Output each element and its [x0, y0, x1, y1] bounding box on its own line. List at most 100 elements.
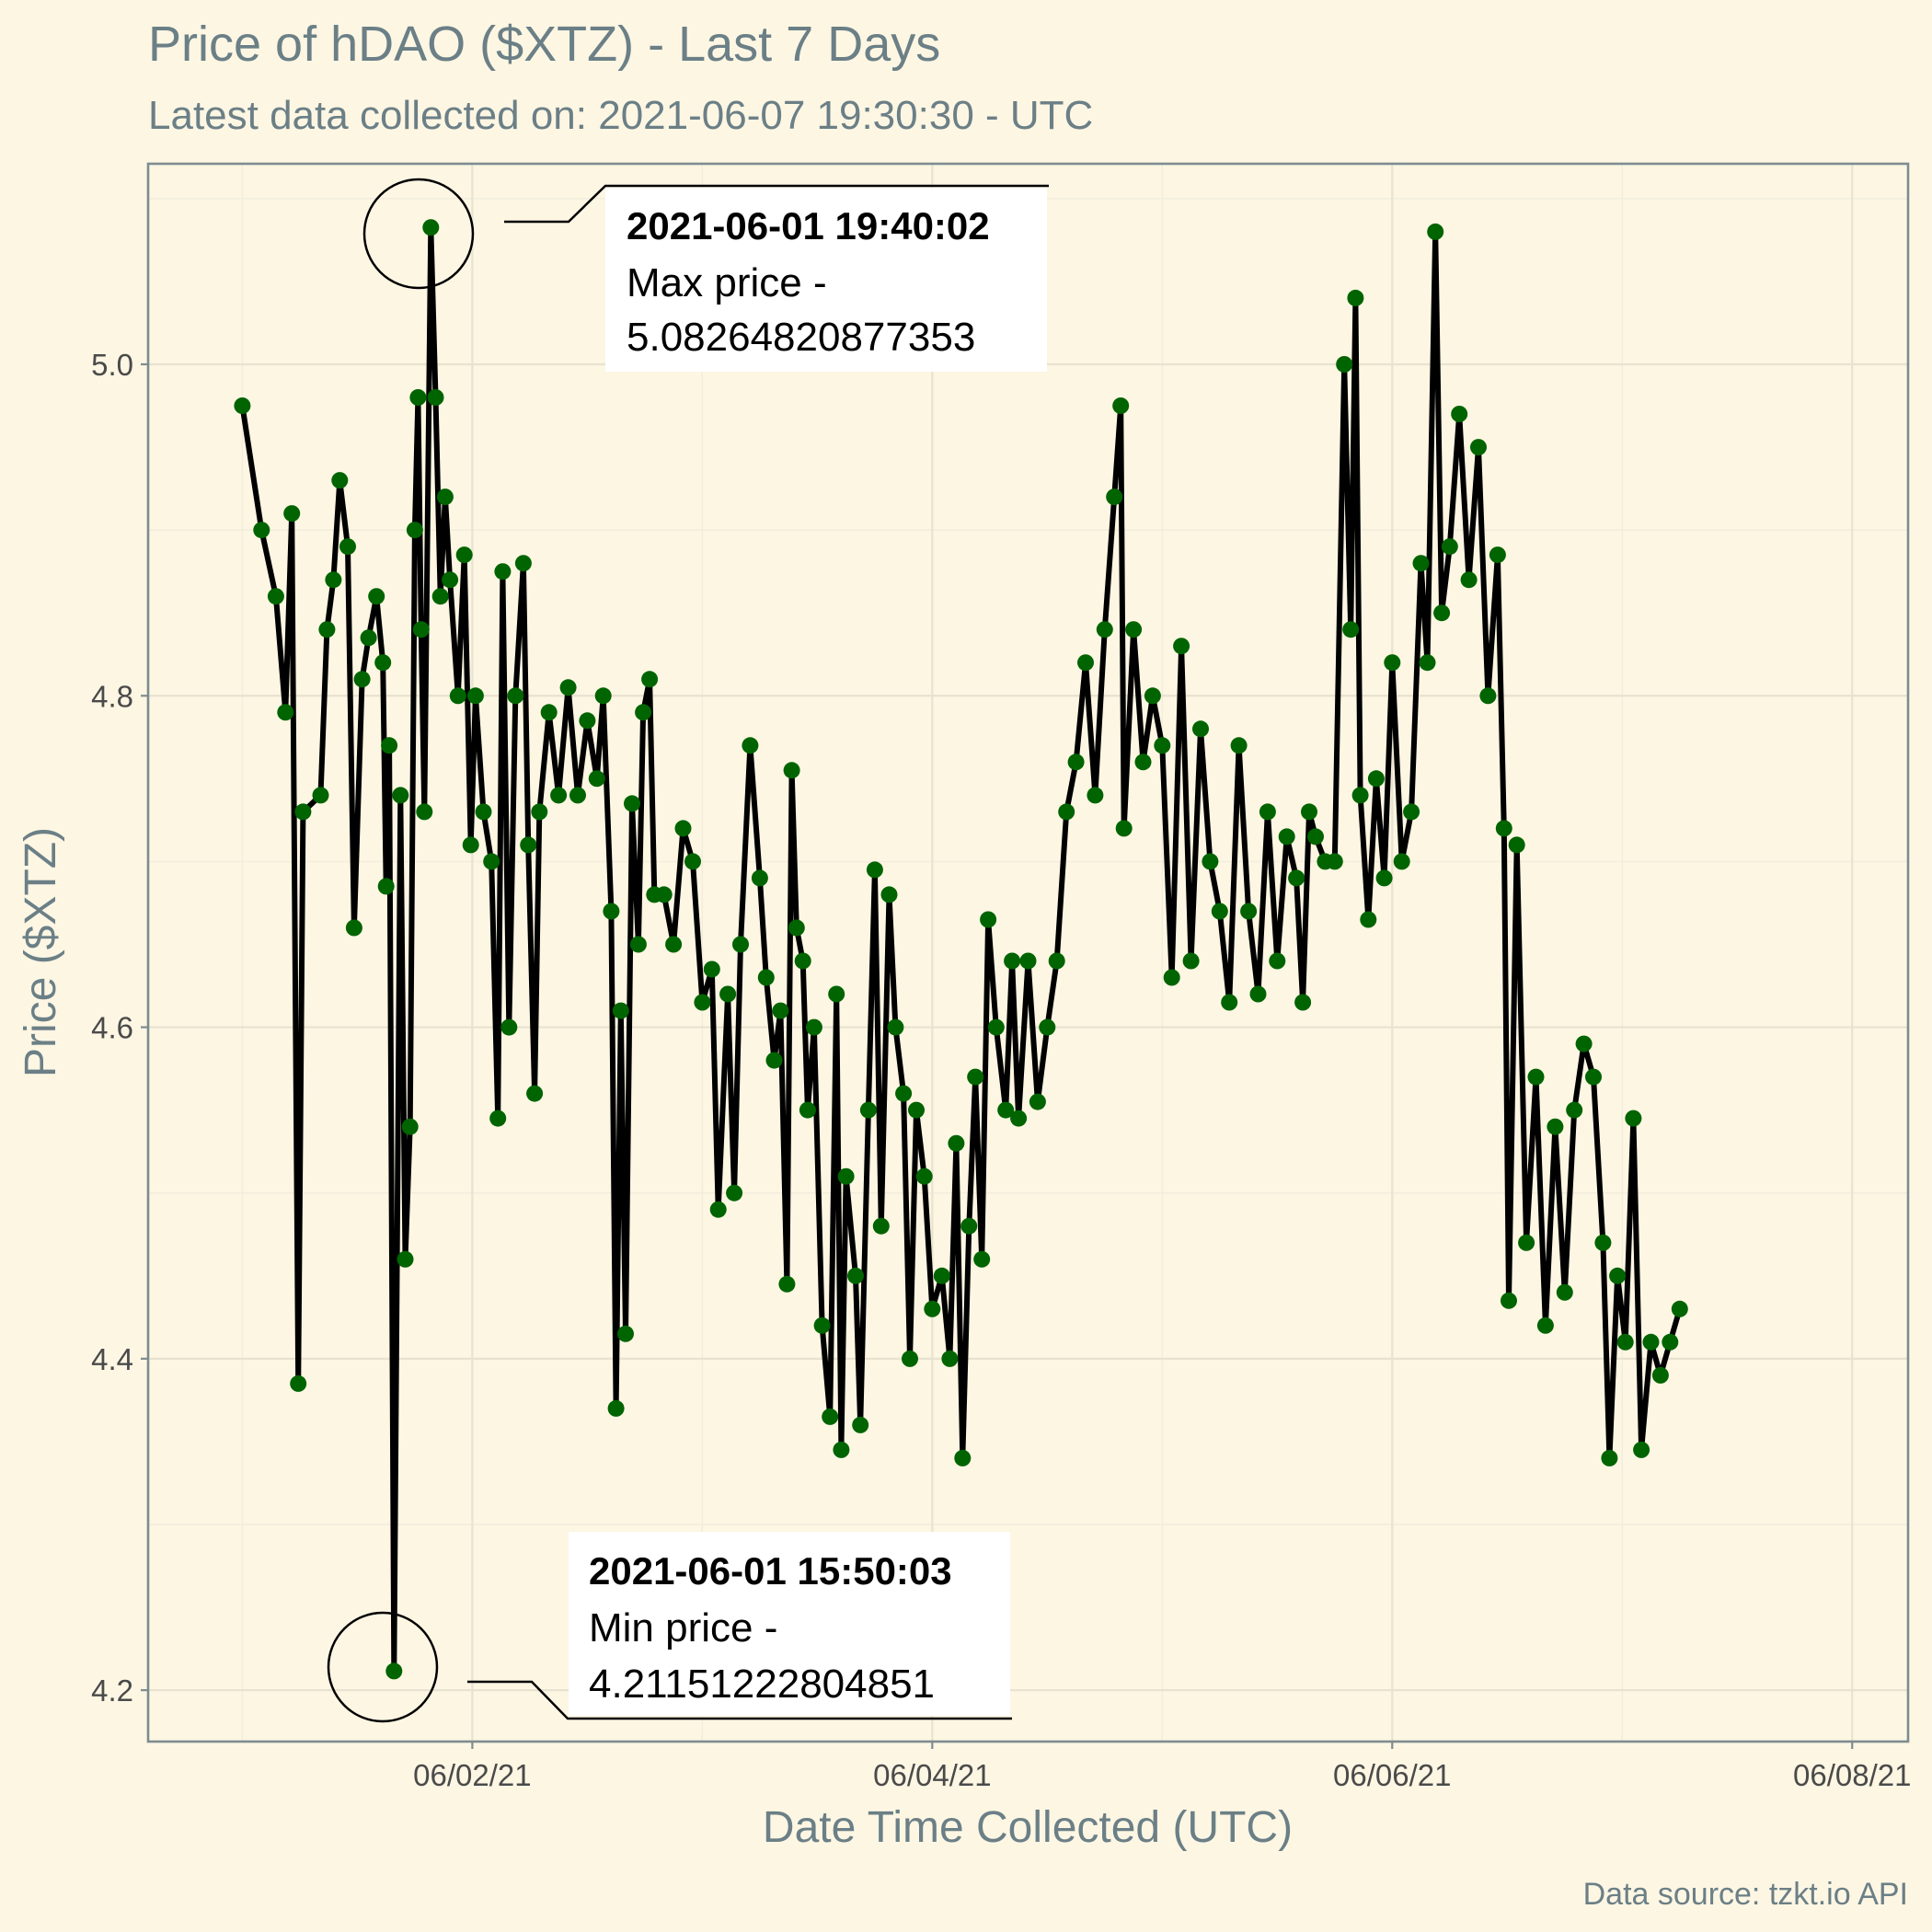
- data-point: [312, 787, 329, 804]
- data-point: [520, 836, 537, 854]
- data-point: [500, 1018, 518, 1036]
- data-point: [325, 571, 342, 589]
- data-point: [1249, 985, 1267, 1003]
- data-point: [1087, 787, 1104, 804]
- data-point: [290, 1374, 307, 1392]
- data-point: [594, 687, 612, 705]
- max-timestamp: 2021-06-01 19:40:02: [627, 204, 990, 247]
- data-point: [392, 787, 409, 804]
- data-point: [813, 1317, 831, 1334]
- data-point: [603, 903, 620, 920]
- data-point: [1556, 1283, 1573, 1301]
- data-point: [416, 803, 433, 821]
- y-tick-label: 4.6: [91, 1011, 133, 1045]
- data-point: [1671, 1300, 1688, 1317]
- data-point: [805, 1018, 822, 1036]
- data-point: [1547, 1118, 1564, 1135]
- data-point: [1609, 1267, 1627, 1284]
- data-point: [1106, 489, 1123, 506]
- data-point: [462, 836, 479, 854]
- data-point: [757, 969, 775, 986]
- data-point: [1010, 1110, 1028, 1127]
- data-point: [1336, 356, 1353, 373]
- data-point: [1134, 753, 1152, 771]
- data-point: [1479, 687, 1497, 705]
- x-tick-label: 06/06/21: [1333, 1758, 1451, 1792]
- data-point: [1360, 911, 1377, 928]
- data-point: [1427, 223, 1444, 240]
- min-annotation: 2021-06-01 15:50:03 Min price - 4.211512…: [327, 1532, 1012, 1723]
- data-point: [401, 1118, 419, 1135]
- data-point: [655, 886, 673, 903]
- data-point: [406, 522, 423, 539]
- data-point: [924, 1300, 941, 1317]
- data-point: [374, 654, 392, 672]
- data-point: [1096, 621, 1113, 638]
- min-label: Min price -: [589, 1605, 777, 1650]
- data-point: [1342, 621, 1360, 638]
- data-point: [1625, 1110, 1642, 1127]
- y-axis-title: Price ($XTZ): [17, 827, 65, 1077]
- data-point: [368, 588, 385, 605]
- min-callout-line: [467, 1680, 1012, 1720]
- max-highlight-circle: [362, 178, 475, 290]
- data-point: [1004, 952, 1021, 970]
- data-point: [559, 679, 577, 696]
- y-tick-label: 5.0: [91, 348, 133, 382]
- data-point: [442, 571, 459, 589]
- data-point: [948, 1134, 965, 1152]
- data-point: [822, 1408, 839, 1425]
- data-point: [973, 1250, 991, 1268]
- data-point: [641, 671, 659, 688]
- data-point: [381, 737, 398, 754]
- data-point: [1585, 1068, 1602, 1086]
- data-point: [617, 1325, 634, 1342]
- data-point: [579, 712, 596, 730]
- data-point: [455, 546, 473, 564]
- data-point: [253, 522, 270, 539]
- x-axis: 06/02/21 06/04/21 06/06/21 06/08/21: [413, 1742, 1911, 1792]
- min-label-box: [569, 1532, 1010, 1716]
- data-point: [294, 803, 312, 821]
- x-axis-title: Date Time Collected (UTC): [763, 1803, 1293, 1852]
- data-point: [1221, 994, 1238, 1011]
- data-point: [1048, 952, 1065, 970]
- data-point: [1144, 687, 1161, 705]
- chart-title: Price of hDAO ($XTZ) - Last 7 Days: [148, 17, 940, 72]
- data-point: [895, 1085, 913, 1102]
- data-point: [967, 1068, 984, 1086]
- data-point: [507, 687, 524, 705]
- data-point: [1301, 803, 1317, 821]
- data-point: [1192, 720, 1209, 738]
- data-point: [788, 919, 805, 937]
- x-tick-label: 06/08/21: [1793, 1758, 1911, 1792]
- data-point: [703, 960, 720, 978]
- data-point: [880, 886, 898, 903]
- data-point: [726, 1184, 743, 1202]
- data-point: [1173, 638, 1190, 655]
- data-point: [489, 1110, 507, 1127]
- data-point: [449, 687, 466, 705]
- series-line-path: [239, 224, 1683, 1674]
- data-point: [569, 787, 586, 804]
- data-point: [1594, 1234, 1612, 1251]
- data-point: [1029, 1093, 1046, 1110]
- data-point: [1642, 1333, 1660, 1351]
- data-point: [1307, 828, 1324, 845]
- data-point: [1460, 571, 1478, 589]
- data-point: [431, 588, 449, 605]
- data-point: [483, 853, 500, 870]
- data-point: [397, 1250, 414, 1268]
- data-point: [987, 1018, 1005, 1036]
- data-point: [612, 1002, 629, 1019]
- data-point: [1489, 546, 1506, 564]
- data-point: [422, 219, 440, 236]
- x-tick-label: 06/02/21: [413, 1758, 531, 1792]
- data-point: [997, 1101, 1015, 1119]
- data-point: [1470, 439, 1487, 456]
- data-point: [833, 1441, 850, 1458]
- data-point: [1433, 604, 1451, 622]
- data-point: [1211, 903, 1228, 920]
- data-point: [1419, 654, 1436, 672]
- data-point: [1441, 538, 1458, 556]
